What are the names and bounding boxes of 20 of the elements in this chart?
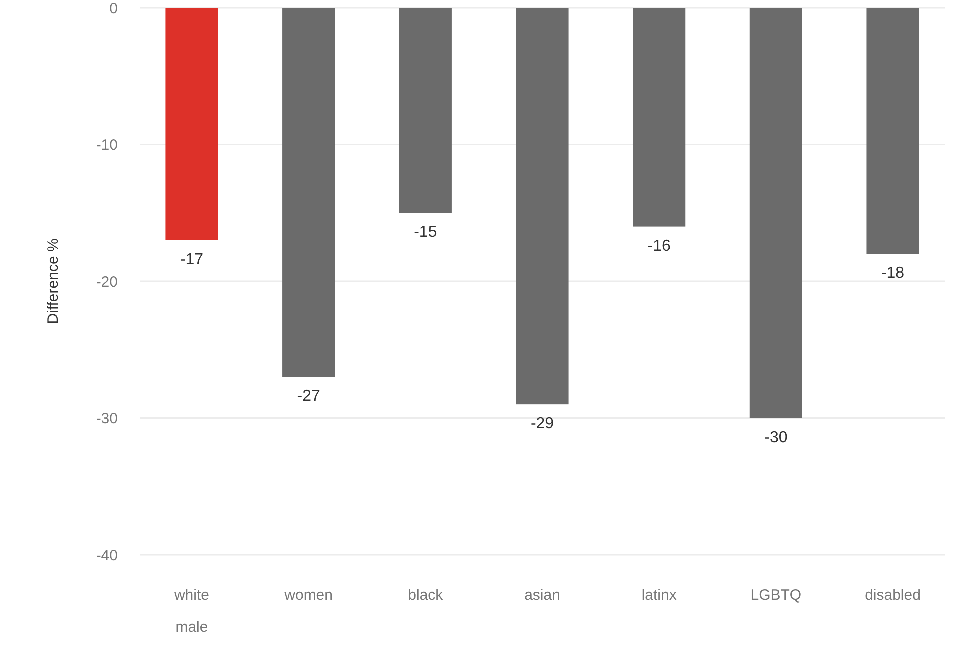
- y-tick-label: 0: [110, 0, 118, 18]
- x-tick-label: disabled: [865, 587, 921, 604]
- x-tick-label: black: [408, 587, 444, 604]
- data-label: -15: [414, 224, 438, 242]
- y-tick-label: -30: [96, 410, 118, 428]
- data-label: -27: [297, 388, 320, 406]
- y-axis-title: Difference %: [45, 238, 62, 324]
- data-label: -30: [764, 429, 788, 446]
- x-tick-label: white male: [173, 587, 210, 636]
- data-label: -17: [180, 251, 204, 268]
- x-tick-label: asian: [524, 587, 560, 604]
- x-tick-label: women: [284, 587, 334, 604]
- x-tick-label: latinx: [642, 587, 678, 604]
- y-tick-label: -40: [96, 547, 118, 564]
- data-label: -29: [530, 416, 554, 433]
- data-label: -18: [881, 265, 905, 282]
- y-tick-label: -20: [96, 274, 118, 291]
- x-tick-label: LGBTQ: [750, 587, 802, 604]
- y-tick-label: -10: [96, 137, 118, 154]
- data-label: -16: [648, 238, 671, 255]
